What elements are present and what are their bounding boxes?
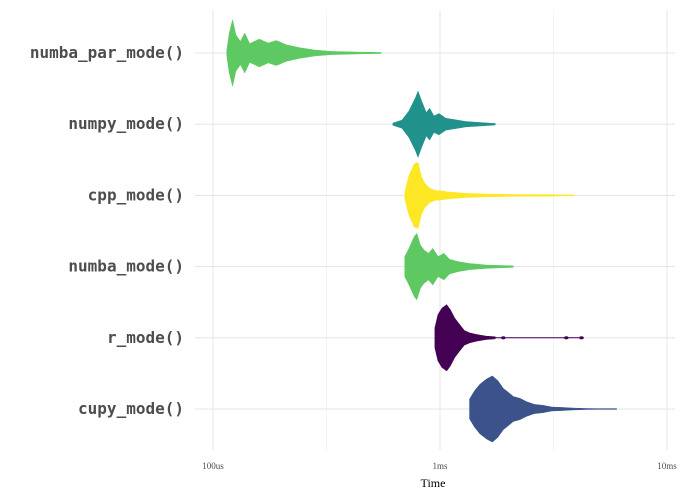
category-label: numpy_mode() bbox=[68, 114, 184, 133]
violin-outlier-point bbox=[564, 336, 569, 340]
x-axis-title: Time bbox=[421, 476, 446, 490]
category-label: numba_par_mode() bbox=[30, 43, 184, 62]
violin-outlier-point bbox=[579, 336, 584, 340]
category-label: numba_mode() bbox=[68, 257, 184, 276]
category-label: r_mode() bbox=[107, 328, 184, 347]
violin-outlier-point bbox=[501, 336, 506, 340]
category-label: cpp_mode() bbox=[88, 185, 184, 204]
violins bbox=[226, 19, 617, 443]
category-labels: numba_par_mode() numpy_mode() cpp_mode()nu… bbox=[30, 43, 184, 418]
x-tick-label: 1ms bbox=[432, 461, 448, 471]
x-tick-labels: 100us 1ms 10ms bbox=[202, 461, 677, 471]
x-tick-label: 10ms bbox=[657, 461, 677, 471]
category-label: cupy_mode() bbox=[78, 399, 184, 418]
grid-lines bbox=[195, 10, 675, 450]
x-tick-label: 100us bbox=[202, 461, 224, 471]
